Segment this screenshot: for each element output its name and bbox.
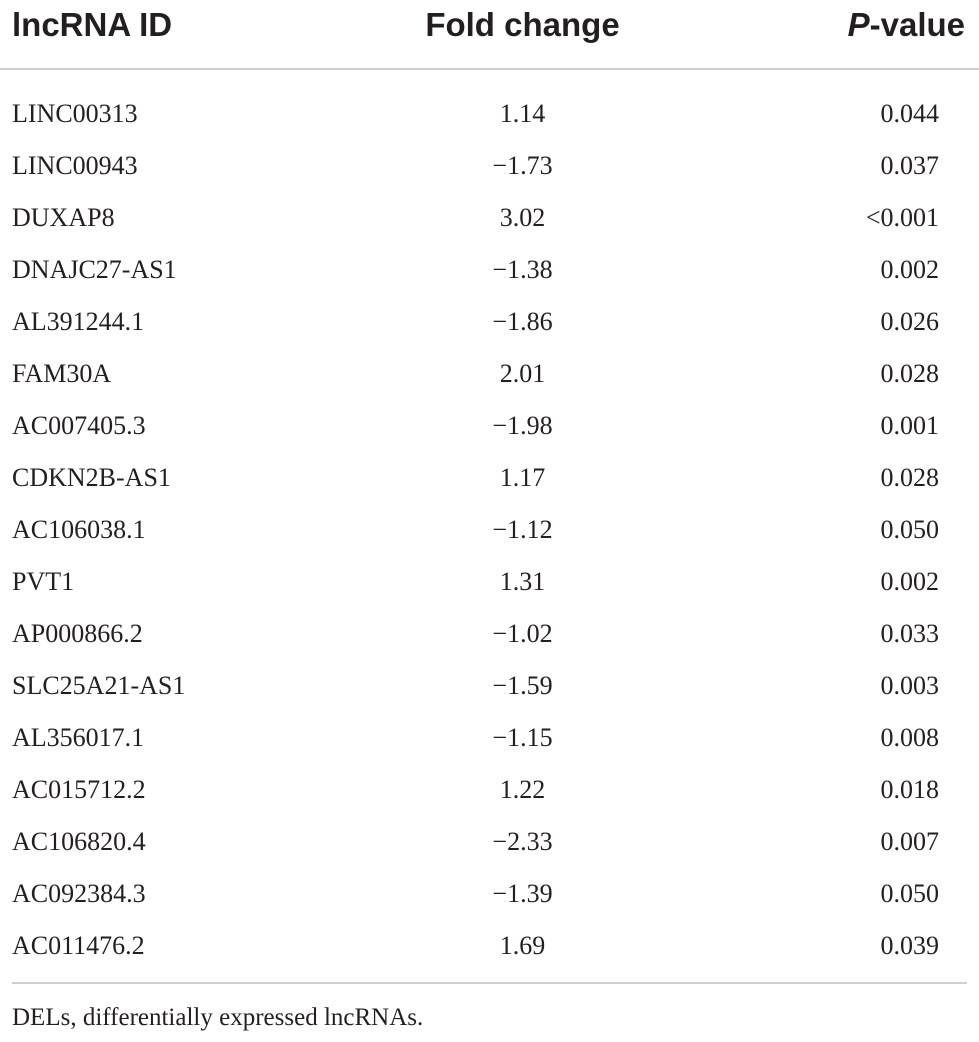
cell-fold-change: −1.15: [492, 723, 553, 752]
cell-lncrna-id: DUXAP8: [12, 203, 115, 232]
cell-p-value: 0.033: [880, 619, 940, 648]
cell-p-value: 0.007: [880, 827, 940, 856]
cell-fold-change: −1.98: [492, 411, 553, 440]
cell-fold-change: −2.33: [492, 827, 553, 856]
table-row: AC007405.3 −1.98 0.001: [0, 400, 979, 452]
cell-lncrna-id: FAM30A: [12, 359, 112, 388]
cell-p-value: 0.002: [880, 567, 940, 596]
cell-p-value: 0.026: [880, 307, 940, 336]
cell-lncrna-id: AC106820.4: [12, 827, 146, 856]
table-bottom-rule: [12, 982, 967, 984]
table-row: FAM30A 2.01 0.028: [0, 348, 979, 400]
cell-lncrna-id: AC015712.2: [12, 775, 146, 804]
cell-p-value: 0.039: [880, 931, 940, 960]
cell-lncrna-id: DNAJC27-AS1: [12, 255, 177, 284]
table-row: AP000866.2 −1.02 0.033: [0, 608, 979, 660]
cell-p-value: 0.001: [880, 411, 940, 440]
cell-p-value: 0.028: [880, 463, 940, 492]
table-row: DNAJC27-AS1 −1.38 0.002: [0, 244, 979, 296]
table-row: AC011476.2 1.69 0.039: [0, 920, 979, 972]
table-row: SLC25A21-AS1 −1.59 0.003: [0, 660, 979, 712]
cell-lncrna-id: PVT1: [12, 567, 75, 596]
cell-p-value: 0.018: [880, 775, 940, 804]
cell-fold-change: −1.02: [492, 619, 553, 648]
cell-p-value: 0.037: [880, 151, 940, 180]
header-p-value: P-value: [665, 0, 979, 69]
cell-lncrna-id: SLC25A21-AS1: [12, 671, 186, 700]
cell-fold-change: 3.02: [499, 203, 546, 232]
cell-fold-change: −1.86: [492, 307, 553, 336]
cell-p-value: <0.001: [865, 203, 939, 232]
header-fold-change: Fold change: [425, 6, 620, 43]
cell-p-value: 0.044: [880, 99, 940, 128]
cell-lncrna-id: LINC00313: [12, 99, 138, 128]
header-p-rest: -value: [869, 6, 965, 43]
table-row: DUXAP8 3.02 <0.001: [0, 192, 979, 244]
table-row: AC015712.2 1.22 0.018: [0, 764, 979, 816]
cell-fold-change: 1.14: [499, 99, 546, 128]
cell-p-value: 0.028: [880, 359, 940, 388]
cell-lncrna-id: AC092384.3: [12, 879, 146, 908]
table-row: AL356017.1 −1.15 0.008: [0, 712, 979, 764]
table-footnote: DELs, differentially expressed lncRNAs.: [12, 1004, 424, 1031]
cell-p-value: 0.003: [880, 671, 940, 700]
cell-fold-change: −1.59: [492, 671, 553, 700]
cell-p-value: 0.050: [880, 515, 940, 544]
table-row: LINC00943 −1.73 0.037: [0, 140, 979, 192]
cell-fold-change: −1.12: [492, 515, 553, 544]
cell-fold-change: −1.38: [492, 255, 553, 284]
table-row: AC106820.4 −2.33 0.007: [0, 816, 979, 868]
table-row: AC092384.3 −1.39 0.050: [0, 868, 979, 920]
table-header-row: lncRNA ID Fold change P-value: [0, 0, 979, 69]
cell-lncrna-id: AL391244.1: [12, 307, 145, 336]
cell-lncrna-id: AC106038.1: [12, 515, 146, 544]
cell-p-value: 0.050: [880, 879, 940, 908]
lncrna-table: lncRNA ID Fold change P-value LINC00313 1…: [0, 0, 979, 972]
cell-fold-change: −1.39: [492, 879, 553, 908]
cell-lncrna-id: LINC00943: [12, 151, 138, 180]
cell-fold-change: 2.01: [499, 359, 546, 388]
cell-lncrna-id: AC011476.2: [12, 931, 145, 960]
table-row: CDKN2B-AS1 1.17 0.028: [0, 452, 979, 504]
table-row: PVT1 1.31 0.002: [0, 556, 979, 608]
header-p-italic: P: [847, 6, 870, 43]
table-body: LINC00313 1.14 0.044 LINC00943 −1.73 0.037 DUX…: [0, 69, 979, 972]
cell-lncrna-id: AP000866.2: [12, 619, 143, 648]
cell-p-value: 0.008: [880, 723, 940, 752]
cell-fold-change: 1.69: [499, 931, 546, 960]
cell-lncrna-id: AC007405.3: [12, 411, 146, 440]
cell-fold-change: 1.31: [499, 567, 546, 596]
table-row: AL391244.1 −1.86 0.026: [0, 296, 979, 348]
cell-p-value: 0.002: [880, 255, 940, 284]
table-row: AC106038.1 −1.12 0.050: [0, 504, 979, 556]
cell-fold-change: 1.17: [499, 463, 546, 492]
cell-lncrna-id: CDKN2B-AS1: [12, 463, 171, 492]
cell-fold-change: −1.73: [492, 151, 553, 180]
header-lncrna-id: lncRNA ID: [12, 6, 173, 43]
cell-fold-change: 1.22: [499, 775, 546, 804]
table-row: LINC00313 1.14 0.044: [0, 69, 979, 140]
cell-lncrna-id: AL356017.1: [12, 723, 145, 752]
